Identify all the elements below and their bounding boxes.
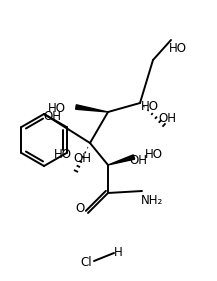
Text: Cl: Cl	[80, 255, 92, 269]
Text: HO: HO	[54, 148, 72, 162]
Text: HO: HO	[48, 101, 66, 114]
Text: HO: HO	[141, 99, 159, 112]
Polygon shape	[76, 105, 108, 112]
Text: H: H	[114, 246, 122, 259]
Text: OH: OH	[73, 151, 91, 164]
Text: HO: HO	[145, 148, 163, 162]
Text: OH: OH	[158, 112, 176, 124]
Text: OH: OH	[129, 153, 147, 167]
Text: HO: HO	[169, 42, 187, 55]
Text: OH: OH	[43, 110, 61, 123]
Text: O: O	[75, 201, 85, 214]
Text: NH₂: NH₂	[141, 194, 163, 207]
Polygon shape	[108, 155, 135, 165]
